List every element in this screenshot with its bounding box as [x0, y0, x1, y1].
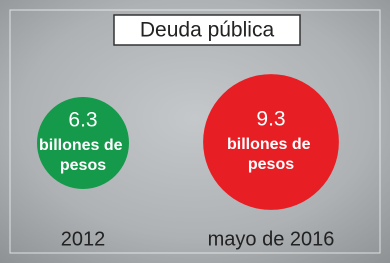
value-label: 9.3: [256, 108, 285, 131]
category-label: 2012: [61, 228, 106, 250]
chart-title: Deuda pública: [140, 19, 275, 42]
value-label: 6.3: [68, 109, 97, 132]
category-label: mayo de 2016: [208, 228, 335, 250]
chart: Deuda pública 6.3billones de pesos20129.…: [0, 0, 390, 263]
